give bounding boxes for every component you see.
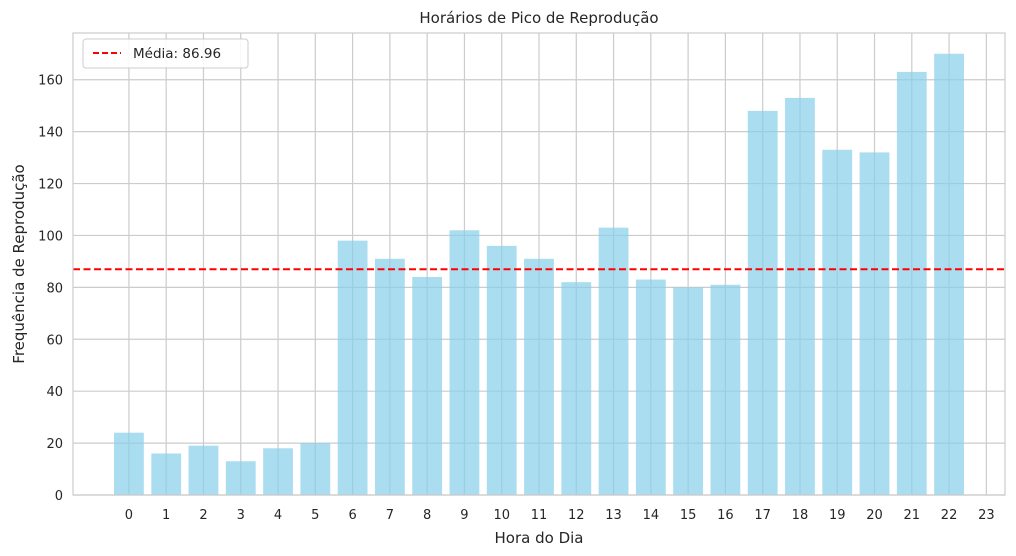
x-tick-label-20: 20 — [866, 508, 883, 523]
y-tick-label-20: 20 — [46, 437, 63, 452]
bar-hour-22 — [934, 53, 964, 496]
bar-hour-18 — [785, 97, 815, 496]
x-tick-label-23: 23 — [978, 508, 995, 523]
bar-hour-16 — [710, 284, 741, 495]
x-tick-label-14: 14 — [643, 508, 660, 523]
x-tick-label-3: 3 — [237, 508, 245, 523]
x-tick-label-6: 6 — [348, 508, 356, 523]
y-tick-label-100: 100 — [38, 229, 63, 244]
bar-hour-5 — [300, 443, 331, 495]
bar-hour-13 — [598, 227, 629, 496]
bar-hour-9 — [449, 230, 480, 495]
bar-hour-8 — [412, 276, 443, 495]
bar-hour-15 — [673, 287, 704, 495]
x-tick-label-7: 7 — [386, 508, 394, 523]
x-tick-label-9: 9 — [460, 508, 468, 523]
y-tick-label-60: 60 — [46, 333, 63, 348]
x-tick-label-18: 18 — [792, 508, 809, 523]
bar-hour-20 — [859, 152, 890, 496]
chart-title: Horários de Pico de Reprodução — [419, 9, 658, 27]
x-tick-label-11: 11 — [531, 508, 548, 523]
x-tick-label-19: 19 — [829, 508, 846, 523]
x-tick-label-12: 12 — [568, 508, 585, 523]
legend-box — [82, 38, 249, 69]
bar-hour-17 — [747, 110, 778, 495]
legend: Média: 86.96 — [82, 38, 249, 69]
x-tick-label-16: 16 — [717, 508, 734, 523]
x-tick-label-4: 4 — [274, 508, 282, 523]
x-tick-label-2: 2 — [199, 508, 207, 523]
bar-hour-4 — [263, 448, 293, 495]
bars — [114, 53, 964, 496]
x-tick-labels: 0 1 2 3 4 5 6 7 8 9 10 11 12 13 14 15 16 17 18 19 20 21 22 23 — [125, 508, 995, 523]
x-tick-label-10: 10 — [493, 508, 510, 523]
bar-hour-21 — [896, 71, 927, 495]
x-tick-label-21: 21 — [904, 508, 921, 523]
y-tick-label-160: 160 — [38, 74, 63, 89]
x-tick-label-0: 0 — [125, 508, 133, 523]
bar-hour-2 — [188, 445, 219, 495]
x-tick-label-22: 22 — [941, 508, 958, 523]
y-tick-label-120: 120 — [38, 178, 63, 193]
x-tick-label-8: 8 — [423, 508, 431, 523]
x-tick-label-15: 15 — [680, 508, 697, 523]
x-tick-label-5: 5 — [311, 508, 319, 523]
bar-hour-7 — [374, 258, 405, 495]
bar-hour-11 — [524, 258, 554, 495]
bar-hour-14 — [635, 279, 666, 495]
bar-hour-10 — [486, 245, 517, 495]
bar-hour-3 — [225, 461, 256, 495]
y-tick-labels: 0 20 40 60 80 100 120 140 160 — [38, 74, 63, 504]
legend-entry-mean: Média: 86.96 — [133, 46, 221, 62]
bar-hour-0 — [114, 432, 144, 495]
x-tick-label-1: 1 — [162, 508, 170, 523]
bar-hour-12 — [561, 282, 592, 495]
bar-hour-6 — [337, 240, 368, 495]
x-tick-label-13: 13 — [605, 508, 622, 523]
plot-frame — [72, 32, 1006, 496]
y-tick-label-80: 80 — [46, 281, 63, 296]
y-tick-label-0: 0 — [55, 489, 63, 504]
bar-hour-19 — [822, 149, 853, 495]
y-axis-label: Frequência de Reprodução — [10, 164, 28, 363]
y-tick-label-40: 40 — [46, 385, 63, 400]
x-axis-label: Hora do Dia — [495, 529, 584, 547]
y-tick-label-140: 140 — [38, 126, 63, 141]
x-tick-label-17: 17 — [754, 508, 771, 523]
bar-hour-1 — [151, 453, 182, 495]
